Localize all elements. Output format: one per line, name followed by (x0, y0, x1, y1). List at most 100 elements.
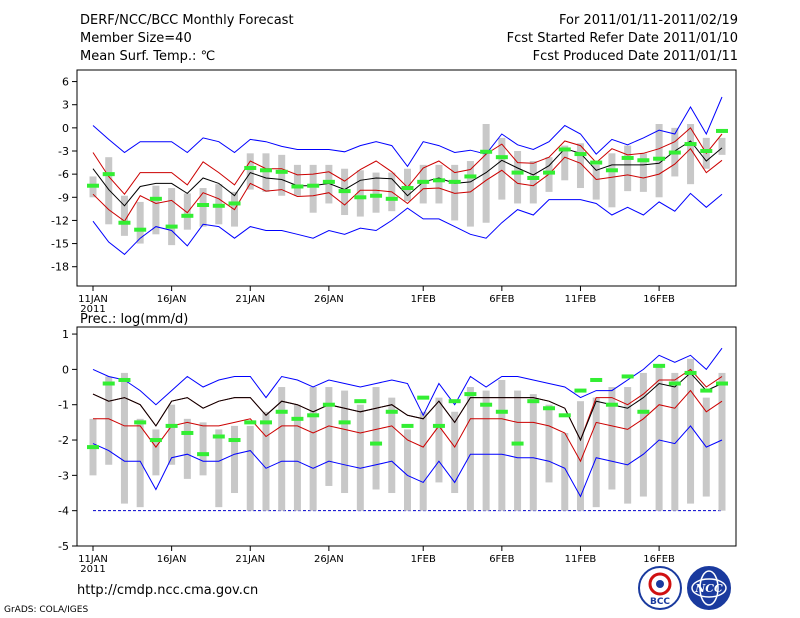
temperature-xtick-label-6: 11FEB (565, 294, 597, 305)
precipitation-ensemble-box-27 (514, 390, 522, 511)
temperature-median-mark-7 (197, 203, 210, 207)
temperature-ytick-label-2: 0 (62, 122, 69, 135)
temperature-ensemble-box-38 (687, 124, 695, 185)
temperature-median-mark-19 (385, 196, 398, 201)
precipitation-ensemble-box-38 (687, 358, 695, 504)
temperature-ensemble-box-2 (120, 195, 128, 236)
precipitation-median-mark-34 (621, 374, 634, 379)
precipitation-median-mark-27 (511, 441, 524, 446)
forecast-produced-label: Fcst Produced Date 2011/01/11 (532, 49, 738, 64)
precipitation-median-mark-40 (716, 381, 728, 386)
temperature-ytick-label-6: -12 (51, 214, 69, 227)
precipitation-median-mark-33 (605, 402, 618, 407)
source-url[interactable]: http://cmdp.ncc.cma.gov.cn (77, 583, 259, 598)
grads-credit: GrADS: COLA/IGES (4, 605, 89, 615)
temperature-median-mark-25 (480, 149, 493, 154)
temperature-xtick-label-1: 16JAN (157, 294, 187, 305)
temperature-median-mark-39 (700, 149, 713, 153)
precipitation-xtick-label-3: 26JAN (314, 554, 344, 565)
precipitation-ytick-label-2: -1 (58, 399, 69, 412)
temperature-median-mark-32 (590, 160, 603, 165)
precipitation-ensemble-box-12 (278, 387, 286, 511)
precipitation-median-mark-5 (165, 423, 178, 428)
precipitation-median-mark-0 (87, 445, 99, 450)
temperature-ensemble-box-26 (498, 137, 506, 200)
precipitation-ensemble-box-36 (655, 365, 663, 511)
precipitation-ensemble-box-35 (639, 372, 647, 497)
precipitation-lower-line (93, 389, 723, 463)
temperature-ensemble-box-17 (356, 170, 364, 217)
bcc-logo: BCC (638, 566, 682, 610)
temperature-ensemble-box-33 (608, 153, 616, 208)
temperature-median-mark-23 (448, 179, 461, 184)
precipitation-median-mark-32 (590, 377, 603, 382)
temperature-ensemble-box-22 (435, 164, 443, 204)
precipitation-ensemble-box-21 (419, 411, 427, 511)
temperature-median-mark-30 (558, 147, 571, 152)
precipitation-min-line (92, 425, 723, 498)
precipitation-median-mark-37 (668, 381, 681, 386)
precipitation-median-mark-20 (401, 423, 414, 428)
precipitation-median-mark-1 (102, 381, 115, 386)
temperature-median-mark-27 (511, 170, 524, 175)
precipitation-median-mark-39 (700, 388, 713, 393)
precipitation-median-mark-30 (558, 413, 571, 418)
precipitation-ensemble-box-32 (592, 397, 600, 508)
temperature-ytick-label-8: -18 (51, 261, 69, 274)
temperature-ensemble-box-6 (183, 193, 191, 230)
temperature-ytick-label-4: -6 (58, 168, 69, 181)
temperature-ensemble-box-10 (246, 153, 254, 190)
temperature-ensemble-box-30 (561, 145, 569, 181)
precipitation-ensemble-box-7 (199, 422, 207, 476)
temperature-ensemble-box-40 (718, 137, 726, 155)
forecast-period-label: For 2011/01/11-2011/02/19 (559, 13, 738, 28)
bcc-emblem-icon: BCC (648, 572, 672, 607)
temperature-ensemble-box-23 (451, 164, 459, 221)
precipitation-ensemble-box-3 (136, 418, 144, 508)
precipitation-median-mark-17 (354, 399, 367, 404)
precipitation-ensemble-box-24 (466, 387, 474, 511)
precipitation-ensemble-box-26 (498, 379, 506, 511)
temperature-plot-frame (76, 69, 737, 287)
precipitation-ytick-label-1: 0 (62, 363, 69, 376)
precipitation-ensemble-box-29 (545, 404, 553, 483)
temperature-xtick-label-3: 26JAN (314, 294, 344, 305)
precipitation-max-line (92, 347, 723, 417)
temperature-ytick-label-1: 3 (62, 99, 69, 112)
temperature-ensemble-box-25 (482, 124, 490, 223)
temperature-median-mark-16 (338, 189, 351, 194)
precipitation-xtick-label-2: 21JAN (235, 554, 265, 565)
precipitation-ensemble-box-14 (309, 387, 317, 511)
temperature-median-mark-12 (275, 169, 288, 174)
precipitation-ensemble-box-8 (215, 429, 223, 508)
temperature-xtick-label-5: 6FEB (489, 294, 514, 305)
temperature-median-mark-4 (149, 196, 162, 201)
ncc-logo: NCC (687, 566, 731, 610)
precipitation-median-mark-36 (653, 363, 666, 368)
temperature-ensemble-box-34 (624, 145, 632, 192)
temperature-median-mark-8 (212, 203, 225, 208)
precipitation-ensemble-box-33 (608, 387, 616, 490)
temperature-median-mark-40 (716, 128, 728, 133)
temperature-median-mark-36 (653, 156, 666, 161)
temperature-ensemble-box-35 (639, 153, 647, 192)
precipitation-ensemble-box-31 (576, 401, 584, 511)
temperature-median-mark-26 (495, 155, 508, 160)
temperature-ensemble-box-31 (576, 143, 584, 189)
temperature-median-mark-14 (307, 183, 320, 188)
precipitation-median-mark-14 (307, 413, 320, 418)
temperature-median-mark-10 (244, 165, 257, 170)
temperature-ensemble-box-28 (529, 161, 537, 204)
temperature-median-mark-15 (322, 179, 335, 184)
temperature-xtick-label-2: 21JAN (235, 294, 265, 305)
temperature-xtick-label-7: 16FEB (643, 294, 675, 305)
precipitation-median-mark-6 (181, 430, 194, 435)
temperature-median-mark-0 (87, 183, 99, 188)
temperature-ensemble-box-12 (278, 154, 286, 196)
precipitation-ytick-label-4: -3 (58, 469, 69, 482)
precipitation-median-mark-18 (370, 441, 383, 446)
temperature-ensemble-box-4 (152, 185, 160, 235)
precipitation-ensemble-box-9 (231, 425, 239, 494)
precipitation-ensemble-box-20 (404, 429, 411, 511)
